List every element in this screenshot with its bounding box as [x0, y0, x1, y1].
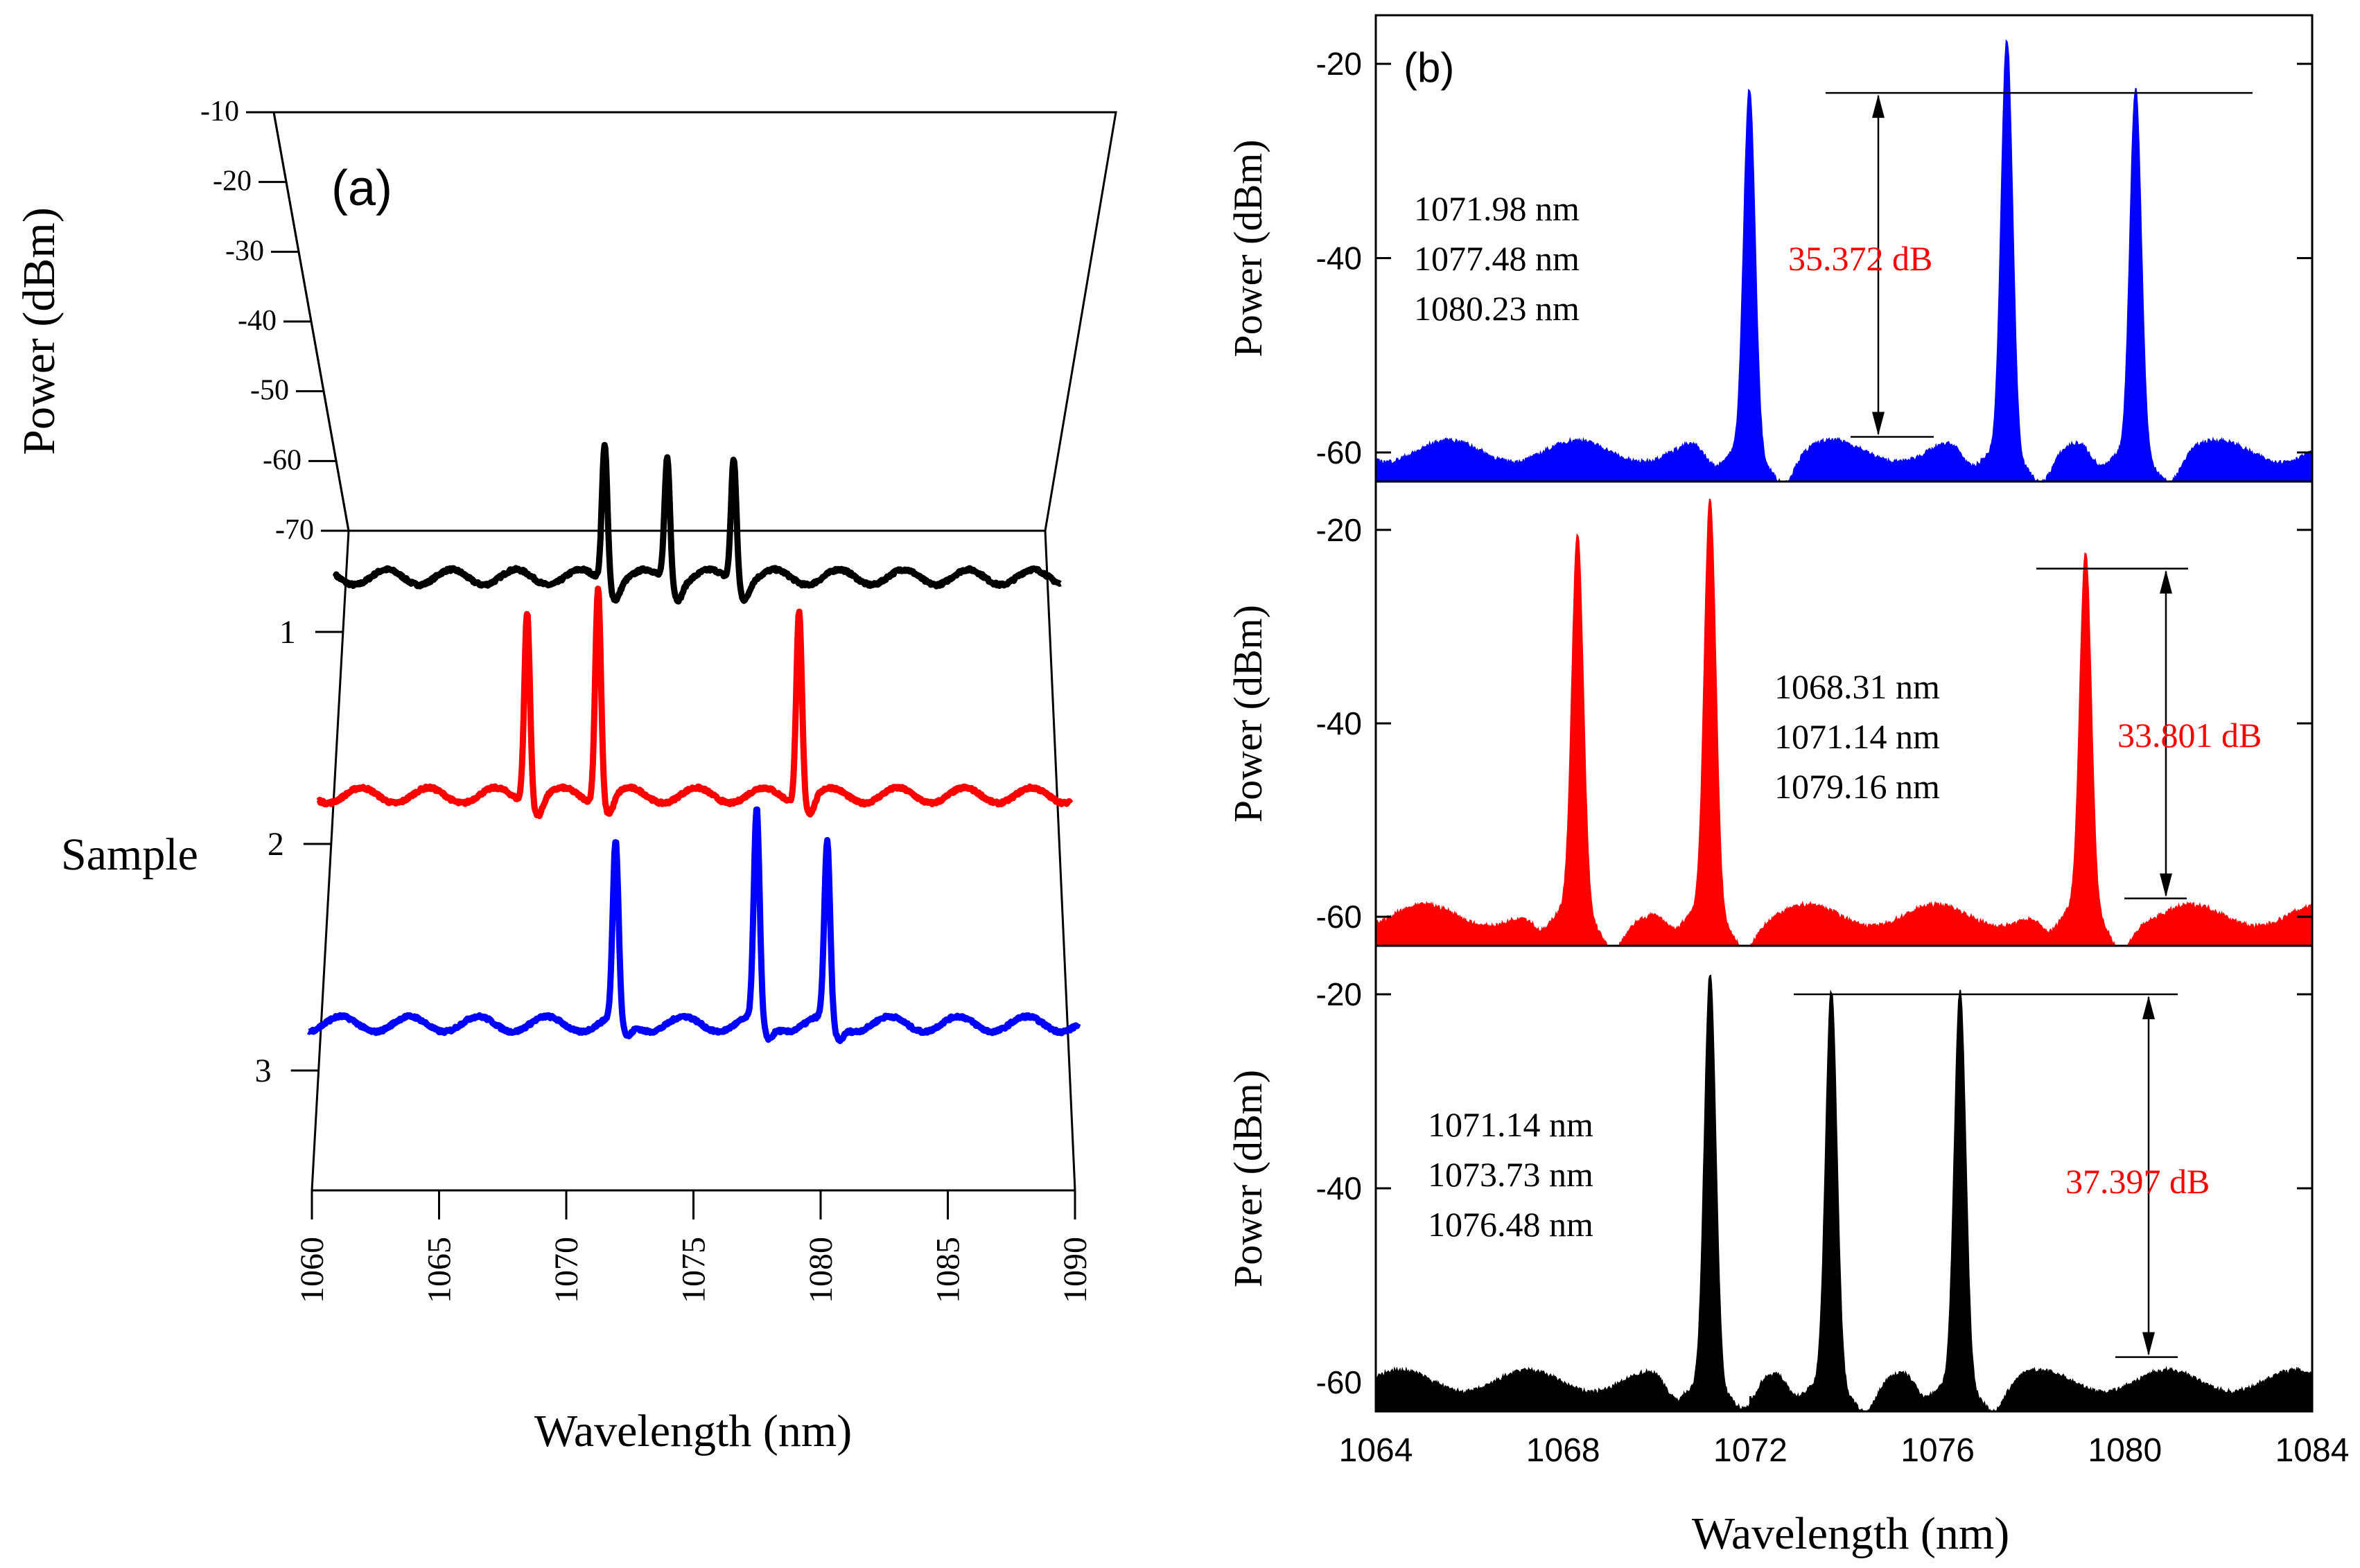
panel-a-series-2-baseline — [316, 585, 1074, 820]
panel-a-series-1-line — [334, 443, 1061, 603]
panel-b-annotation-arrow-head-top — [2160, 570, 2172, 594]
panel-b-subplot-frame — [1374, 480, 2314, 947]
panel-b-annotation-arrow-head-bottom — [2160, 873, 2172, 897]
panel-b-annotation-arrow-head-top — [1872, 94, 1885, 118]
panel-a-x-tick-label: 1090 — [1057, 1237, 1094, 1303]
panel-b-wavelength-label: 1076.48 nm — [1428, 1205, 1593, 1244]
panel-a-series-3-baseline — [306, 806, 1081, 1044]
panel-a-sample-tick-label: 3 — [255, 1052, 272, 1089]
panel-a-x-tick-label: 1075 — [676, 1237, 713, 1303]
panel-a-series-2-line — [317, 587, 1072, 818]
panel-b-x-tick-label: 1084 — [2275, 1432, 2350, 1469]
panel-a-back-plane — [272, 111, 1117, 532]
panel-b-y-tick-label: -60 — [1316, 434, 1362, 470]
panel-b-wavelength-label: 1079.16 nm — [1774, 767, 1940, 806]
panel-b: -20 -40 -60 Power (dBm) 1071.98 nm 1077.48 nm… — [1225, 14, 2350, 1469]
panel-b-wavelength-label: 1068.31 nm — [1774, 667, 1940, 706]
panel-a-x-tick-label: 1060 — [294, 1237, 331, 1303]
panel-a-x-tick-label: 1080 — [803, 1237, 839, 1303]
panel-b-wavelength-label: 1077.48 nm — [1414, 239, 1580, 278]
panel-b-y-tick-label: -40 — [1316, 705, 1362, 741]
panel-b-annotation-value: 35.372 dB — [1788, 239, 1932, 278]
panel-b-x-tick-label: 1068 — [1526, 1432, 1600, 1469]
panel-b-y-label: Power (dBm) — [1225, 139, 1270, 357]
panel-a-tag: (a) — [331, 161, 392, 216]
panel-a-sample-tick-label: 2 — [268, 826, 284, 863]
panel-a-y-tick-label: -10 — [200, 96, 239, 127]
panel-a-x-ticks: 1060 1065 1070 1075 1080 1085 1090 — [294, 1190, 1094, 1303]
panel-b-x-tick-label: 1072 — [1713, 1432, 1788, 1469]
panel-a-right-wall — [1044, 530, 1076, 1191]
panel-b-y-label: Power (dBm) — [1225, 605, 1270, 822]
panel-b-annotation-arrow-head-bottom — [1872, 412, 1885, 436]
panel-b-y-tick-label: -20 — [1316, 976, 1362, 1012]
panel-a-z-label: Sample — [61, 829, 198, 880]
panel-b-y-tick-label: -20 — [1316, 46, 1362, 82]
panel-a-sample-tick-label: 1 — [279, 614, 296, 651]
panel-b-x-tick-label: 1064 — [1339, 1432, 1413, 1469]
panel-a-x-tick-label: 1085 — [930, 1237, 967, 1303]
panel-b-annotation-value: 37.397 dB — [2065, 1162, 2210, 1201]
panel-a-left-wall — [311, 530, 350, 1191]
panel-a-y-tick-label: -70 — [275, 514, 314, 546]
panel-a-x-label: Wavelength (nm) — [534, 1406, 852, 1456]
panel-b-annotation-value: 33.801 dB — [2117, 716, 2262, 755]
panel-b-annotation-arrow-head-bottom — [2142, 1332, 2155, 1356]
panel-a-y-tick-label: -30 — [225, 235, 264, 267]
panel-b-subplot-1: -20 -40 -60 Power (dBm) 1071.98 nm 1077.48 nm… — [1225, 14, 2314, 484]
panel-b-spectrum-area — [1375, 498, 2313, 948]
panel-a-sample-ticks: 1 2 3 — [255, 614, 343, 1089]
panel-a-x-tick-label: 1070 — [548, 1237, 585, 1303]
panel-b-y-tick-label: -40 — [1316, 240, 1362, 276]
panel-a-x-tick-label: 1065 — [421, 1237, 458, 1303]
panel-b-wavelength-label: 1073.73 nm — [1428, 1155, 1593, 1194]
panel-a-y-tick-label: -40 — [238, 305, 277, 337]
panel-b-spectrum-area — [1375, 974, 2313, 1413]
panel-b-y-tick-label: -60 — [1316, 1364, 1362, 1400]
panel-b-x-tick-label: 1080 — [2088, 1432, 2162, 1469]
panel-a-y-label: Power (dBm) — [14, 207, 64, 455]
panel-b-wavelength-label: 1071.14 nm — [1774, 717, 1940, 756]
panel-b-wavelength-label: 1071.98 nm — [1414, 189, 1580, 228]
panel-a-series-3-line — [308, 808, 1079, 1043]
panel-a-series — [306, 441, 1081, 1044]
panel-b-wavelength-label: 1080.23 nm — [1414, 289, 1580, 328]
panel-b-y-tick-label: -20 — [1316, 512, 1362, 548]
panel-a-y-ticks: -10 -20 -30 -40 -50 -60 -70 — [200, 96, 349, 546]
panel-b-x-label: Wavelength (nm) — [1692, 1508, 2009, 1559]
panel-b-x-tick-label: 1076 — [1900, 1432, 1975, 1469]
panel-b-wavelength-label: 1071.14 nm — [1428, 1105, 1593, 1144]
panel-a-y-tick-label: -60 — [263, 444, 301, 476]
panel-b-y-tick-label: -40 — [1316, 1170, 1362, 1206]
panel-b-y-label: Power (dBm) — [1225, 1070, 1270, 1287]
panel-b-y-tick-label: -60 — [1316, 899, 1362, 935]
panel-b-tag: (b) — [1404, 44, 1454, 91]
panel-b-subplot-3: -20 -40 -60 Power (dBm) 1071.14 nm 1073.73 nm… — [1225, 944, 2314, 1413]
panel-b-spectrum-area — [1375, 39, 2313, 484]
panel-a-y-tick-label: -50 — [250, 375, 289, 407]
panel-b-annotation-arrow-head-top — [2142, 996, 2155, 1019]
panel-a-y-tick-label: -20 — [213, 166, 252, 197]
panel-b-subplot-2: -20 -40 -60 Power (dBm) 1068.31 nm 1071.14 nm… — [1225, 480, 2314, 948]
